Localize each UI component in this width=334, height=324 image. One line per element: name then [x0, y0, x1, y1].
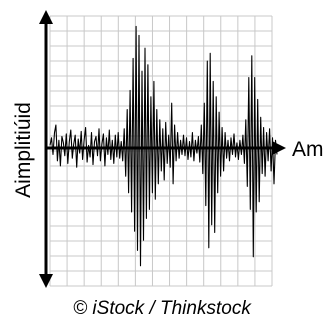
x-axis-label: Am — [292, 138, 324, 161]
waveform-line — [49, 25, 278, 267]
image-credit: © iStock / Thinkstock — [73, 298, 252, 319]
y-axis-arrow-up-icon — [39, 10, 53, 24]
y-axis-label: Aimplitiúid — [12, 102, 35, 198]
y-axis-arrow-down-icon — [39, 274, 53, 288]
